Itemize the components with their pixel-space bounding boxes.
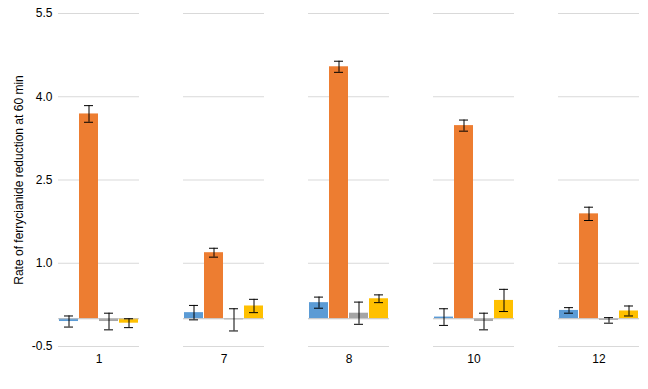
svg-text:1.0: 1.0 bbox=[36, 256, 53, 270]
svg-text:12: 12 bbox=[592, 352, 606, 366]
svg-text:10: 10 bbox=[467, 352, 481, 366]
svg-text:5.5: 5.5 bbox=[36, 6, 53, 20]
svg-text:8: 8 bbox=[346, 352, 353, 366]
svg-text:-0.5: -0.5 bbox=[32, 339, 53, 353]
svg-text:1: 1 bbox=[96, 352, 103, 366]
svg-text:7: 7 bbox=[221, 352, 228, 366]
svg-text:2.5: 2.5 bbox=[36, 173, 53, 187]
svg-text:Rate of ferrycianide reduction: Rate of ferrycianide reduction at 60 min bbox=[12, 75, 26, 284]
svg-text:4.0: 4.0 bbox=[36, 90, 53, 104]
